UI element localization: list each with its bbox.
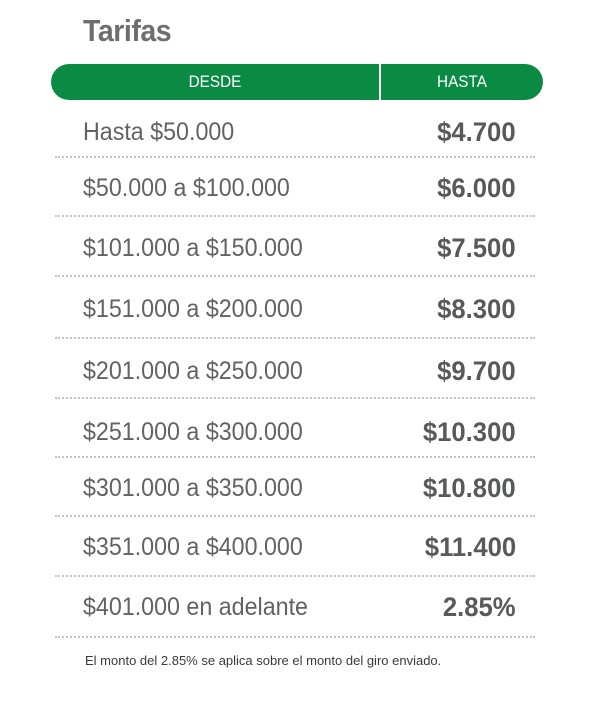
row-separator xyxy=(55,575,535,577)
row-separator xyxy=(55,456,535,458)
table-row: Hasta $50.000 $4.700 xyxy=(83,112,536,152)
fee-cell: $10.300 xyxy=(423,417,516,447)
table-row: $101.000 a $150.000 $7.500 xyxy=(83,228,536,268)
range-cell: $351.000 a $400.000 xyxy=(83,533,303,561)
range-cell: $201.000 a $250.000 xyxy=(83,357,303,385)
range-cell: $301.000 a $350.000 xyxy=(83,474,303,502)
range-cell: $251.000 a $300.000 xyxy=(83,418,303,446)
fee-cell: $9.700 xyxy=(437,356,516,386)
fee-cell: $7.500 xyxy=(437,233,516,263)
table-header: DESDE HASTA xyxy=(51,64,543,100)
table-row: $201.000 a $250.000 $9.700 xyxy=(83,351,536,391)
fee-cell: $8.300 xyxy=(437,294,516,324)
row-separator xyxy=(55,275,535,277)
table-row: $50.000 a $100.000 $6.000 xyxy=(83,168,536,208)
row-separator xyxy=(55,215,535,217)
row-separator xyxy=(55,156,535,158)
table-row: $301.000 a $350.000 $10.800 xyxy=(83,468,536,508)
table-row: $151.000 a $200.000 $8.300 xyxy=(83,289,536,329)
range-cell: $151.000 a $200.000 xyxy=(83,295,303,323)
fee-cell: $4.700 xyxy=(437,117,516,147)
column-header-desde: DESDE xyxy=(188,72,242,91)
row-separator xyxy=(55,636,535,638)
range-cell: $101.000 a $150.000 xyxy=(83,234,303,262)
range-cell: $401.000 en adelante xyxy=(83,593,308,621)
footnote: El monto del 2.85% se aplica sobre el mo… xyxy=(85,653,442,668)
range-cell: Hasta $50.000 xyxy=(83,118,235,146)
column-divider xyxy=(379,64,381,100)
fee-cell: 2.85% xyxy=(443,592,516,622)
fee-cell: $11.400 xyxy=(424,532,516,562)
row-separator xyxy=(55,515,535,517)
table-row: $401.000 en adelante 2.85% xyxy=(83,587,536,627)
fee-cell: $6.000 xyxy=(437,173,516,203)
row-separator xyxy=(55,397,535,399)
table-row: $251.000 a $300.000 $10.300 xyxy=(83,412,536,452)
page-title: Tarifas xyxy=(83,13,172,48)
range-cell: $50.000 a $100.000 xyxy=(83,174,290,202)
column-header-hasta: HASTA xyxy=(437,72,487,91)
fee-cell: $10.800 xyxy=(423,473,516,503)
row-separator xyxy=(55,337,535,339)
table-row: $351.000 a $400.000 $11.400 xyxy=(83,527,536,567)
